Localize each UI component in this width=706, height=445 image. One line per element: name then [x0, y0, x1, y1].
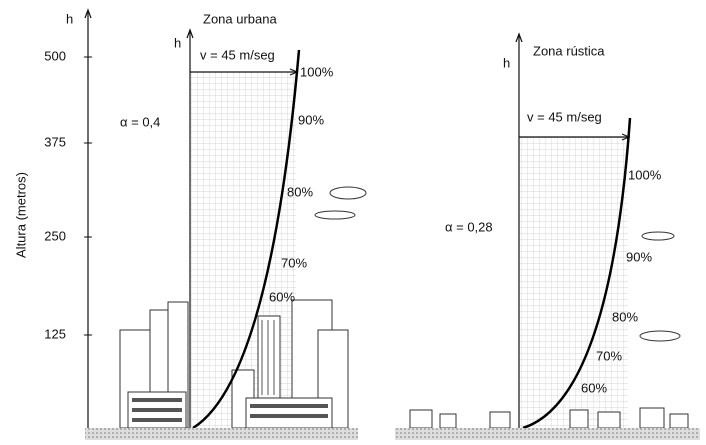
cloud [315, 211, 355, 219]
alpha: α = 0,4 [120, 114, 160, 129]
tick-label: 375 [44, 134, 66, 149]
tick-label: 500 [44, 48, 66, 63]
ground [85, 428, 358, 440]
percent-label: 100% [300, 64, 334, 79]
alpha: α = 0,28 [445, 219, 493, 234]
cloud [642, 232, 674, 240]
cloud [330, 187, 366, 199]
y-ticks: 500 375 250 125 [44, 48, 92, 341]
symbol: h [503, 55, 510, 70]
diagram: h Altura (metros) 500 375 250 125 h Zona ur… [0, 0, 706, 445]
profile-area [519, 137, 628, 428]
ground [395, 428, 700, 440]
percent-label: 80% [287, 184, 313, 199]
percent-label: 70% [281, 255, 307, 270]
tick-label: 125 [44, 326, 66, 341]
percent-label: 90% [626, 249, 652, 264]
percent-label: 70% [596, 348, 622, 363]
percent-label: 90% [298, 112, 324, 127]
percent-label: 80% [612, 309, 638, 324]
tick-label: 250 [44, 228, 66, 243]
symbol: h [174, 35, 181, 50]
axis-symbol: h [66, 11, 73, 26]
zone-title: Zona urbana [203, 11, 277, 26]
velocity: v = 45 m/seg [527, 109, 602, 124]
cloud [640, 331, 680, 341]
percent-label: 60% [269, 289, 295, 304]
velocity: v = 45 m/seg [200, 47, 275, 62]
percent-label: 100% [628, 167, 662, 182]
zone-title: Zona rústica [533, 43, 605, 58]
axis-label: Altura (metros) [13, 172, 28, 258]
percent-label: 60% [581, 380, 607, 395]
